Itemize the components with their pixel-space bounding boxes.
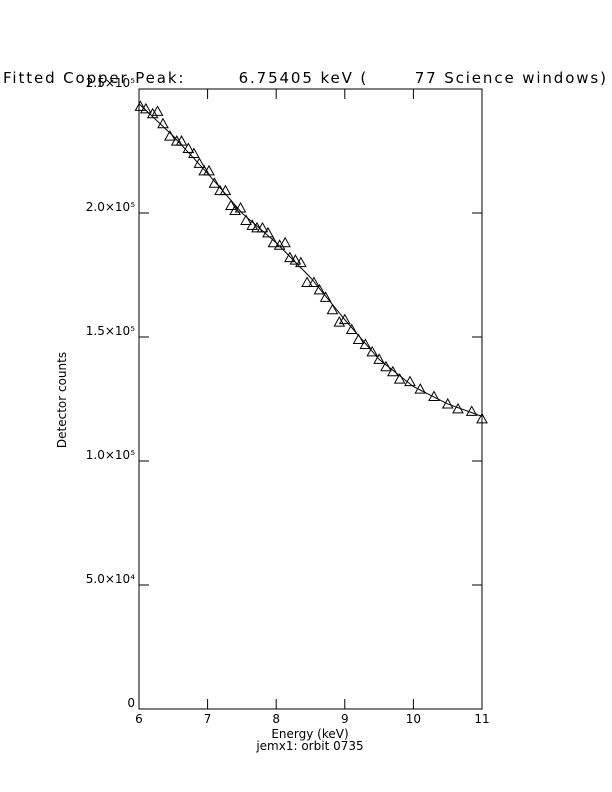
data-point <box>229 204 241 216</box>
y-tick-label: 5.0×10⁴ <box>86 572 135 586</box>
y-tick-label: 1.0×10⁵ <box>86 448 135 462</box>
y-axis-label: Detector counts <box>55 352 69 448</box>
data-point <box>404 375 416 387</box>
data-point <box>301 276 313 287</box>
x-tick-label: 7 <box>204 712 212 726</box>
data-point <box>279 236 291 248</box>
data-point <box>157 117 169 129</box>
data-point <box>476 412 488 424</box>
x-tick-label: 11 <box>474 712 489 726</box>
x-tick-label: 10 <box>406 712 421 726</box>
data-point <box>273 239 286 250</box>
data-point <box>393 373 406 384</box>
data-point <box>345 323 358 335</box>
fit-line <box>138 103 483 417</box>
data-point <box>338 313 351 325</box>
chart-title: Fitted Copper Peak: 6.75405 keV ( 77 Sci… <box>3 69 606 87</box>
data-point <box>151 105 164 116</box>
data-point <box>193 157 206 168</box>
data-point <box>225 199 237 211</box>
y-tick-label: 2.5×10⁵ <box>86 76 135 90</box>
data-point <box>373 353 385 364</box>
data-point <box>208 177 221 188</box>
data-point <box>366 345 379 357</box>
data-point <box>465 405 478 416</box>
x-axis-label: Energy (keV) <box>271 727 348 741</box>
data-point <box>319 291 332 302</box>
data-point <box>240 214 252 225</box>
data-point <box>359 338 372 349</box>
data-point <box>146 107 159 119</box>
data-point <box>134 100 147 111</box>
data-point <box>386 365 399 377</box>
data-point <box>262 226 274 238</box>
y-tick-label: 0 <box>127 696 135 710</box>
data-point <box>188 147 200 158</box>
x-tick-label: 8 <box>272 712 280 726</box>
data-point <box>295 256 307 268</box>
data-point <box>308 276 320 287</box>
data-point <box>284 251 296 263</box>
data-point <box>333 316 346 327</box>
data-point <box>441 397 454 409</box>
data-point <box>246 219 259 230</box>
data-point <box>256 221 269 233</box>
data-point <box>326 303 339 315</box>
data-point <box>313 283 326 295</box>
x-tick-label: 6 <box>135 712 143 726</box>
x-tick-label: 9 <box>341 712 349 726</box>
y-tick-label: 1.5×10⁵ <box>86 324 135 338</box>
y-tick-label: 2.0×10⁵ <box>86 200 135 214</box>
plot-frame <box>138 88 483 710</box>
chart-subtitle: jemx1: orbit 0735 <box>255 739 363 753</box>
